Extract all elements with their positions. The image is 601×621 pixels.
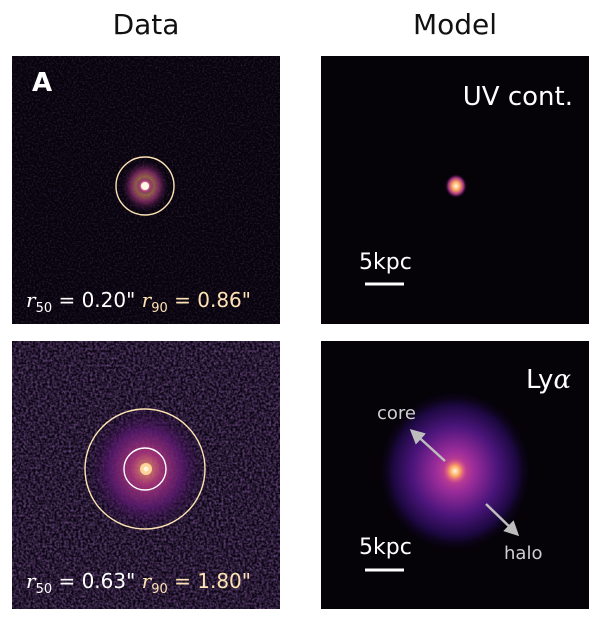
data-top-image bbox=[12, 56, 280, 324]
r90-circle bbox=[84, 408, 206, 530]
core-label: core bbox=[377, 403, 416, 424]
lyman-alpha-label: Lyα bbox=[525, 365, 571, 395]
r50-circle bbox=[123, 447, 167, 491]
model-bottom-image bbox=[321, 341, 589, 609]
scale-bar-label: 5kpc bbox=[359, 535, 412, 560]
model-top-panel: UV cont. 5kpc bbox=[321, 56, 589, 324]
model-bottom-panel: Lyα core halo 5kpc bbox=[321, 341, 589, 609]
uv-cont-label: UV cont. bbox=[462, 82, 573, 112]
scale-bar-label: 5kpc bbox=[359, 250, 412, 275]
model-top-image bbox=[321, 56, 589, 324]
halo-arrow bbox=[485, 503, 520, 537]
radius-readout-bottom: r50 = 0.63" r90 = 1.80" bbox=[26, 569, 251, 597]
core-arrow bbox=[409, 428, 446, 462]
halo-label: halo bbox=[504, 543, 543, 564]
data-bottom-panel: r50 = 0.63" r90 = 1.80" bbox=[12, 341, 280, 609]
model-column-title: Model bbox=[412, 8, 498, 41]
r90-circle bbox=[115, 156, 175, 216]
data-bottom-image bbox=[12, 341, 280, 609]
panel-tag: A bbox=[32, 68, 53, 98]
data-top-panel: A r50 = 0.20" r90 = 0.86" bbox=[12, 56, 280, 324]
data-column-title: Data bbox=[112, 8, 180, 41]
radius-readout-top: r50 = 0.20" r90 = 0.86" bbox=[26, 288, 251, 316]
